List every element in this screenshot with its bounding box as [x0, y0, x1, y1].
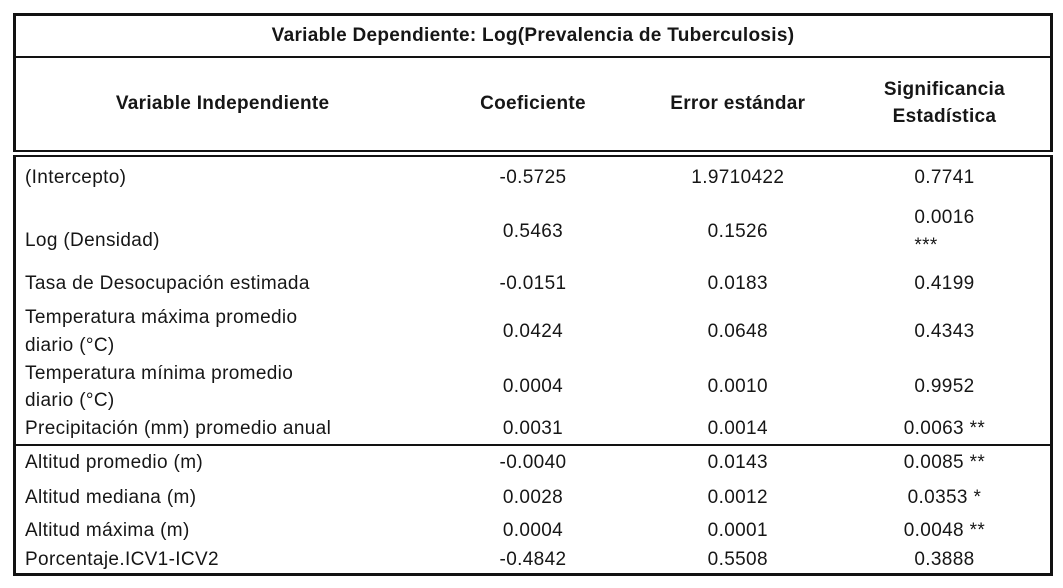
cell-coeficiente: -0.5725 [499, 167, 567, 189]
cell-error-estandar: 0.0143 [707, 452, 768, 474]
col-header-coeficiente: Coeficiente [429, 57, 637, 157]
cell-coeficiente: -0.4842 [499, 548, 567, 570]
table-row: Altitud promedio (m) -0.0040 0.0143 0.00… [15, 445, 1052, 481]
significancia-value: 0.7741 [914, 167, 975, 189]
table-row: Temperatura máxima promedio diario (°C) … [15, 304, 1052, 360]
cell-variable: Porcentaje.ICV1-ICV2 [25, 548, 219, 570]
cell-variable: (Intercepto) [25, 167, 127, 189]
cell-error-estandar: 0.0001 [707, 519, 768, 541]
cell-variable: Altitud mediana (m) [25, 487, 197, 509]
table-title: Variable Dependiente: Log(Prevalencia de… [14, 14, 1052, 58]
cell-coeficiente: 0.0028 [502, 487, 564, 509]
significancia-value: 0.3888 [914, 548, 975, 570]
cell-variable: Temperatura mínima promedio diario (°C) [25, 362, 294, 412]
table-row: Temperatura mínima promedio diario (°C) … [15, 360, 1052, 415]
significancia-value: 0.0353 * [907, 487, 982, 509]
cell-error-estandar: 0.0183 [707, 272, 768, 294]
cell-variable: Precipitación (mm) promedio anual [14, 414, 430, 446]
table-row: Porcentaje.ICV1-ICV2 -0.4842 0.5508 0.38… [15, 546, 1052, 575]
table-row: Log (Densidad) 0.5463 0.1526 0.0016 *** [15, 200, 1052, 264]
significancia-value: 0.0063 ** [903, 418, 986, 440]
table-row: (Intercepto) -0.5725 1.9710422 0.7741 [15, 154, 1052, 200]
table-title-row: Variable Dependiente: Log(Prevalencia de… [14, 14, 1052, 58]
table-header-row: Variable Independiente Coeficiente Error… [14, 57, 1052, 157]
cell-significancia: 0.4343 [839, 304, 1052, 360]
significancia-value: 0.0048 ** [903, 519, 986, 541]
cell-coeficiente: 0.0004 [502, 519, 564, 541]
cell-significancia: 0.0353 * [839, 481, 1052, 516]
cell-variable: Altitud máxima (m) [25, 519, 190, 541]
cell-error-estandar: 0.1526 [707, 220, 768, 242]
col-header-variable-independiente: Variable Independiente [14, 57, 430, 157]
cell-error-estandar: 0.0014 [636, 414, 839, 446]
table-row: Altitud mediana (m) 0.0028 0.0012 0.0353… [15, 481, 1052, 516]
significancia-stars: *** [914, 234, 938, 256]
cell-error-estandar: 1.9710422 [691, 167, 785, 189]
cell-significancia: 0.9952 [839, 360, 1052, 415]
significancia-value: 0.0085 ** [903, 452, 986, 474]
cell-variable: Temperatura máxima promedio diario (°C) [25, 306, 298, 356]
table-row: Tasa de Desocupación estimada -0.0151 0.… [15, 264, 1052, 304]
cell-error-estandar: 0.0648 [707, 320, 768, 342]
cell-variable: Log (Densidad) [25, 229, 160, 251]
cell-significancia: 0.0016 *** [839, 200, 1052, 264]
results-table: Variable Dependiente: Log(Prevalencia de… [13, 13, 1053, 577]
cell-significancia: 0.0085 ** [839, 445, 1052, 481]
cell-error-estandar: 0.0012 [707, 487, 768, 509]
significancia-value: 0.9952 [914, 376, 975, 398]
regression-results-table: Variable Dependiente: Log(Prevalencia de… [13, 13, 1053, 577]
cell-significancia: 0.3888 [839, 546, 1052, 575]
cell-coeficiente: 0.0031 [429, 414, 637, 446]
cell-error-estandar: 0.0010 [707, 376, 768, 398]
cell-significancia: 0.0063 ** [838, 414, 1052, 446]
cell-variable: Tasa de Desocupación estimada [25, 272, 310, 294]
cell-significancia: 0.4199 [839, 264, 1052, 304]
cell-error-estandar: 0.5508 [707, 548, 768, 570]
significancia-value: 0.4199 [914, 272, 975, 294]
cell-coeficiente: 0.0004 [502, 376, 564, 398]
cell-significancia: 0.0048 ** [839, 516, 1052, 546]
table-row: Altitud máxima (m) 0.0004 0.0001 0.0048 … [15, 516, 1052, 546]
cell-significancia: 0.7741 [839, 154, 1052, 200]
cell-coeficiente: -0.0151 [499, 272, 567, 294]
cell-coeficiente: -0.0040 [499, 452, 567, 474]
cell-coeficiente: 0.5463 [502, 220, 564, 242]
cell-variable: Altitud promedio (m) [25, 452, 204, 474]
col-header-significancia-estadistica: Significancia Estadística [838, 57, 1052, 157]
table-row: Precipitación (mm) promedio anual 0.0031… [14, 414, 1052, 446]
significancia-value: 0.4343 [914, 320, 975, 342]
significancia-value: 0.0016 [914, 206, 975, 228]
col-header-error-estandar: Error estándar [636, 57, 839, 157]
cell-coeficiente: 0.0424 [502, 320, 564, 342]
